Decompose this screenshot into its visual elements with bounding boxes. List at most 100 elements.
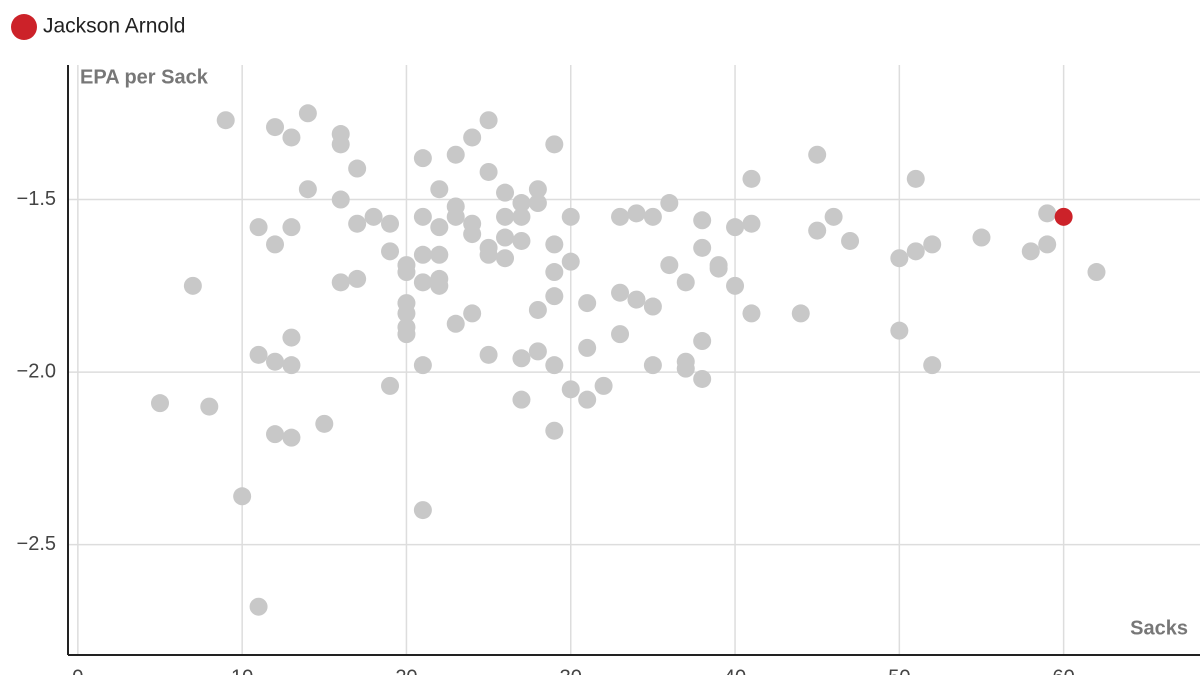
data-point (331, 273, 350, 292)
data-point (364, 207, 383, 226)
data-point (545, 421, 564, 440)
data-point (561, 207, 580, 226)
data-point (545, 356, 564, 375)
data-point (693, 211, 712, 230)
data-point (216, 111, 235, 130)
x-tick-label: 50 (888, 666, 910, 675)
data-point (726, 276, 745, 295)
data-point (282, 218, 301, 237)
y-tick-label: −2.5 (17, 533, 56, 555)
data-point (479, 111, 498, 130)
data-point (151, 394, 170, 413)
data-point (249, 345, 268, 364)
data-point (643, 207, 662, 226)
data-point (561, 380, 580, 399)
data-point (348, 214, 367, 233)
y-axis-label: EPA per Sack (80, 66, 209, 88)
data-point (413, 356, 432, 375)
data-point (1038, 204, 1057, 223)
data-point (676, 273, 695, 292)
data-point (1087, 263, 1106, 282)
data-point (545, 235, 564, 254)
data-point (266, 235, 285, 254)
data-point (446, 207, 465, 226)
data-point (496, 183, 515, 202)
data-point (709, 259, 728, 278)
data-point (660, 194, 679, 213)
data-point (512, 390, 531, 409)
data-point (528, 300, 547, 319)
data-point (1038, 235, 1057, 254)
data-point (1021, 242, 1040, 261)
data-point (413, 149, 432, 168)
data-point (923, 235, 942, 254)
data-point (413, 273, 432, 292)
data-point (528, 342, 547, 361)
data-point (446, 314, 465, 333)
y-tick-label: −2.0 (17, 360, 56, 382)
data-point (923, 356, 942, 375)
data-point (381, 214, 400, 233)
legend-label: Jackson Arnold (43, 15, 185, 38)
data-point (381, 242, 400, 261)
data-point (611, 283, 630, 302)
data-point (627, 204, 646, 223)
data-point (512, 231, 531, 250)
x-tick-label: 10 (231, 666, 253, 675)
data-point (430, 276, 449, 295)
data-point (578, 390, 597, 409)
data-point (791, 304, 810, 323)
data-point (200, 397, 219, 416)
data-point (413, 207, 432, 226)
data-point (282, 428, 301, 447)
x-tick-label: 30 (560, 666, 582, 675)
data-point (266, 352, 285, 371)
data-point (496, 207, 515, 226)
data-point (906, 169, 925, 188)
data-point (331, 190, 350, 209)
grid (68, 65, 1200, 655)
data-point (808, 221, 827, 240)
data-point (298, 180, 317, 199)
data-point (611, 207, 630, 226)
data-point (890, 321, 909, 340)
y-tick-label: −1.5 (17, 188, 56, 210)
data-point (841, 231, 860, 250)
data-point (545, 287, 564, 306)
data-point (331, 135, 350, 154)
data-point (479, 345, 498, 364)
data-point (298, 104, 317, 123)
data-point (906, 242, 925, 261)
data-point (528, 180, 547, 199)
data-point (643, 297, 662, 316)
data-point (381, 376, 400, 395)
data-point (413, 245, 432, 264)
data-point (726, 218, 745, 237)
data-point (430, 180, 449, 199)
x-tick-label: 60 (1053, 666, 1075, 675)
data-point (266, 118, 285, 137)
data-point (528, 194, 547, 213)
data-point (430, 245, 449, 264)
data-point (463, 304, 482, 323)
data-point (742, 169, 761, 188)
data-point (545, 135, 564, 154)
x-tick-label: 0 (72, 666, 83, 675)
data-point (183, 276, 202, 295)
data-point (266, 425, 285, 444)
data-point (643, 356, 662, 375)
data-point (512, 207, 531, 226)
data-point (233, 487, 252, 506)
data-point (397, 325, 416, 344)
data-point (479, 162, 498, 181)
data-point (430, 218, 449, 237)
legend-marker (11, 14, 37, 40)
data-point (397, 304, 416, 323)
data-point (660, 256, 679, 275)
data-point (890, 249, 909, 268)
data-point (742, 214, 761, 233)
data-point (578, 294, 597, 313)
data-point (446, 145, 465, 164)
x-axis-label: Sacks (1130, 617, 1188, 639)
